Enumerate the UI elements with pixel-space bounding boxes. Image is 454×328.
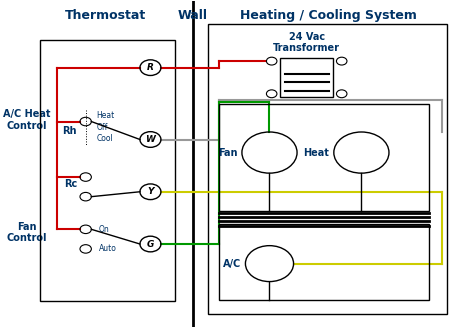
Text: Heat: Heat [304,148,330,157]
Text: Y: Y [147,187,154,196]
Text: Thermostat: Thermostat [65,9,146,22]
Text: Cool: Cool [97,134,114,143]
Bar [219,224,429,299]
Text: W: W [146,135,155,144]
Bar [281,58,333,97]
Text: Rh: Rh [62,126,77,136]
Text: Heating / Cooling System: Heating / Cooling System [240,9,417,22]
Text: Auto: Auto [99,244,117,254]
Text: Wall: Wall [178,9,208,22]
Text: Fan: Fan [218,148,237,157]
Text: R: R [147,63,154,72]
Text: 24 Vac: 24 Vac [289,31,325,42]
Text: Off: Off [97,123,108,132]
Text: Rc: Rc [64,179,77,189]
Bar [219,104,429,211]
Bar [39,40,175,301]
Text: Heat: Heat [97,111,115,119]
Text: A/C: A/C [223,258,241,269]
Text: A/C Heat
Control: A/C Heat Control [3,109,50,131]
Bar [208,24,447,314]
Text: G: G [147,239,154,249]
Text: Fan
Control: Fan Control [6,222,47,243]
Text: On: On [99,225,109,234]
Text: Transformer: Transformer [273,43,340,53]
